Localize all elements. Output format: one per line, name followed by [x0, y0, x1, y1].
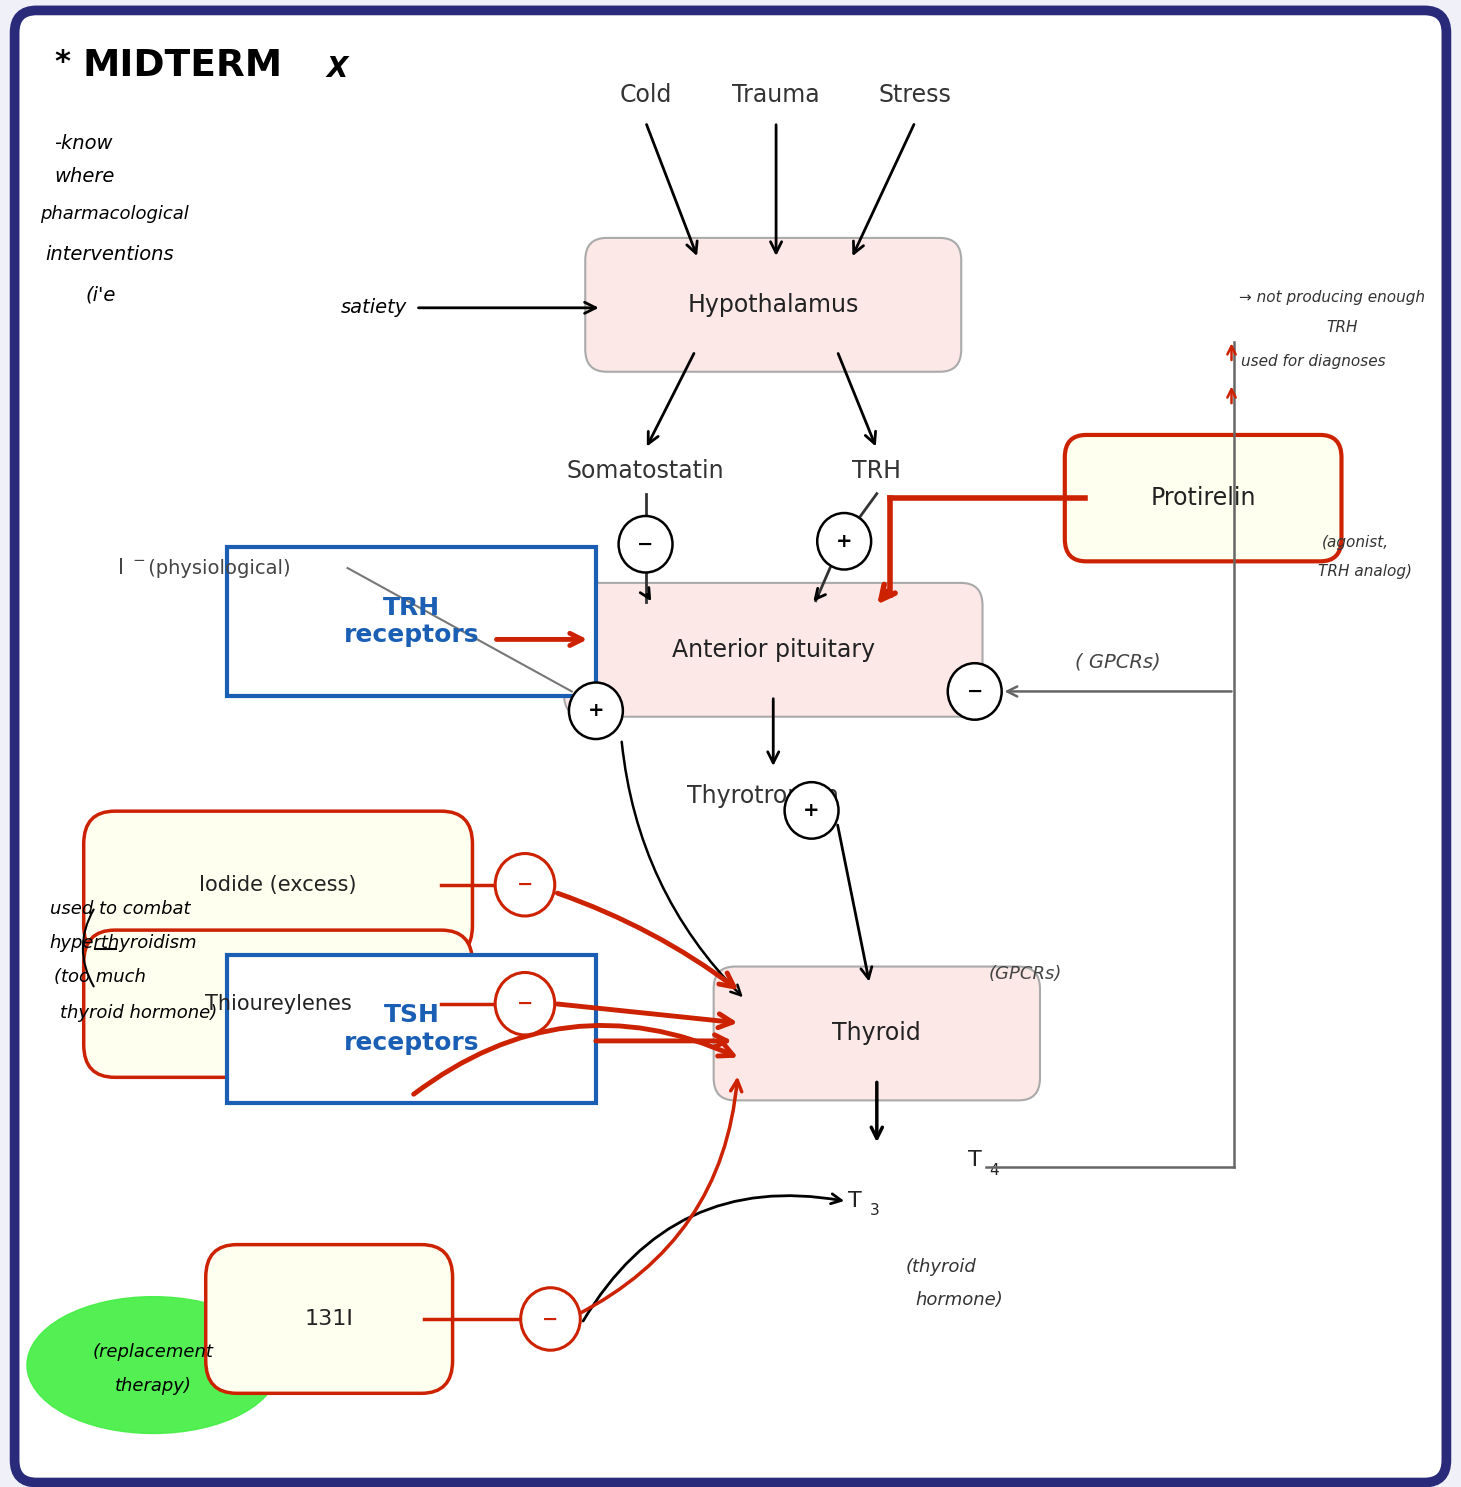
- FancyBboxPatch shape: [83, 931, 472, 1077]
- Text: → not producing enough: → not producing enough: [1239, 290, 1424, 305]
- Circle shape: [785, 782, 839, 839]
- Text: Thyrotrophin: Thyrotrophin: [687, 784, 839, 807]
- Text: Stress: Stress: [878, 83, 951, 107]
- Text: +: +: [587, 702, 605, 720]
- Text: pharmacological: pharmacological: [39, 205, 188, 223]
- Text: satiety: satiety: [340, 299, 408, 317]
- Text: (too much: (too much: [54, 968, 146, 986]
- FancyBboxPatch shape: [713, 967, 1040, 1100]
- Text: T: T: [849, 1191, 862, 1212]
- FancyBboxPatch shape: [226, 955, 596, 1103]
- FancyBboxPatch shape: [83, 812, 472, 958]
- FancyBboxPatch shape: [206, 1245, 453, 1393]
- Text: I: I: [118, 558, 124, 578]
- Text: T: T: [967, 1149, 982, 1170]
- Text: 3: 3: [869, 1203, 880, 1218]
- Circle shape: [495, 972, 555, 1035]
- Text: Thyroid: Thyroid: [833, 1022, 922, 1045]
- Circle shape: [495, 854, 555, 916]
- FancyBboxPatch shape: [586, 238, 961, 372]
- Text: ( GPCRs): ( GPCRs): [1075, 653, 1161, 671]
- Text: Iodide (excess): Iodide (excess): [199, 874, 356, 895]
- Text: *: *: [54, 48, 70, 77]
- Text: −: −: [637, 535, 653, 553]
- Text: hormone): hormone): [915, 1291, 1002, 1309]
- Text: Trauma: Trauma: [732, 83, 820, 107]
- Text: (GPCRs): (GPCRs): [989, 965, 1062, 983]
- Text: used for diagnoses: used for diagnoses: [1242, 354, 1386, 369]
- Text: Protirelin: Protirelin: [1150, 486, 1256, 510]
- Text: −: −: [131, 553, 145, 568]
- Text: X: X: [326, 55, 348, 83]
- Text: (agonist,: (agonist,: [1322, 535, 1389, 550]
- Text: Cold: Cold: [619, 83, 672, 107]
- Circle shape: [817, 513, 871, 570]
- Text: (i'e: (i'e: [85, 286, 115, 305]
- Circle shape: [520, 1288, 580, 1350]
- Text: Thioureylenes: Thioureylenes: [205, 993, 352, 1014]
- Text: (physiological): (physiological): [142, 559, 291, 577]
- Text: hyperthyroidism: hyperthyroidism: [50, 934, 197, 952]
- Text: interventions: interventions: [45, 245, 174, 265]
- Text: Anterior pituitary: Anterior pituitary: [672, 638, 875, 662]
- FancyBboxPatch shape: [1065, 434, 1341, 561]
- Circle shape: [618, 516, 672, 572]
- Text: TSH
receptors: TSH receptors: [343, 1004, 479, 1054]
- Text: (thyroid: (thyroid: [906, 1258, 976, 1276]
- Text: −: −: [517, 876, 533, 894]
- Ellipse shape: [26, 1297, 279, 1433]
- Text: MIDTERM: MIDTERM: [82, 48, 282, 83]
- Text: 131I: 131I: [305, 1309, 354, 1329]
- Text: (replacement: (replacement: [94, 1343, 213, 1361]
- Text: therapy): therapy): [115, 1377, 191, 1395]
- FancyBboxPatch shape: [226, 547, 596, 696]
- Text: where: where: [54, 167, 114, 186]
- Text: 4: 4: [989, 1163, 998, 1178]
- Text: used to combat: used to combat: [50, 900, 190, 917]
- Text: -know: -know: [54, 134, 112, 153]
- Text: TRH: TRH: [1327, 320, 1359, 335]
- Text: Hypothalamus: Hypothalamus: [688, 293, 859, 317]
- Text: −: −: [542, 1310, 558, 1328]
- Text: TRH analog): TRH analog): [1318, 564, 1413, 578]
- Text: TRH: TRH: [852, 459, 901, 483]
- Text: +: +: [804, 801, 820, 819]
- Text: −: −: [967, 683, 983, 700]
- FancyBboxPatch shape: [564, 583, 982, 717]
- Text: +: +: [836, 532, 852, 550]
- Text: TRH
receptors: TRH receptors: [343, 596, 479, 647]
- Text: Somatostatin: Somatostatin: [567, 459, 725, 483]
- Circle shape: [948, 663, 1002, 720]
- Text: −: −: [517, 995, 533, 1013]
- Circle shape: [568, 683, 622, 739]
- Text: thyroid hormone): thyroid hormone): [60, 1004, 216, 1022]
